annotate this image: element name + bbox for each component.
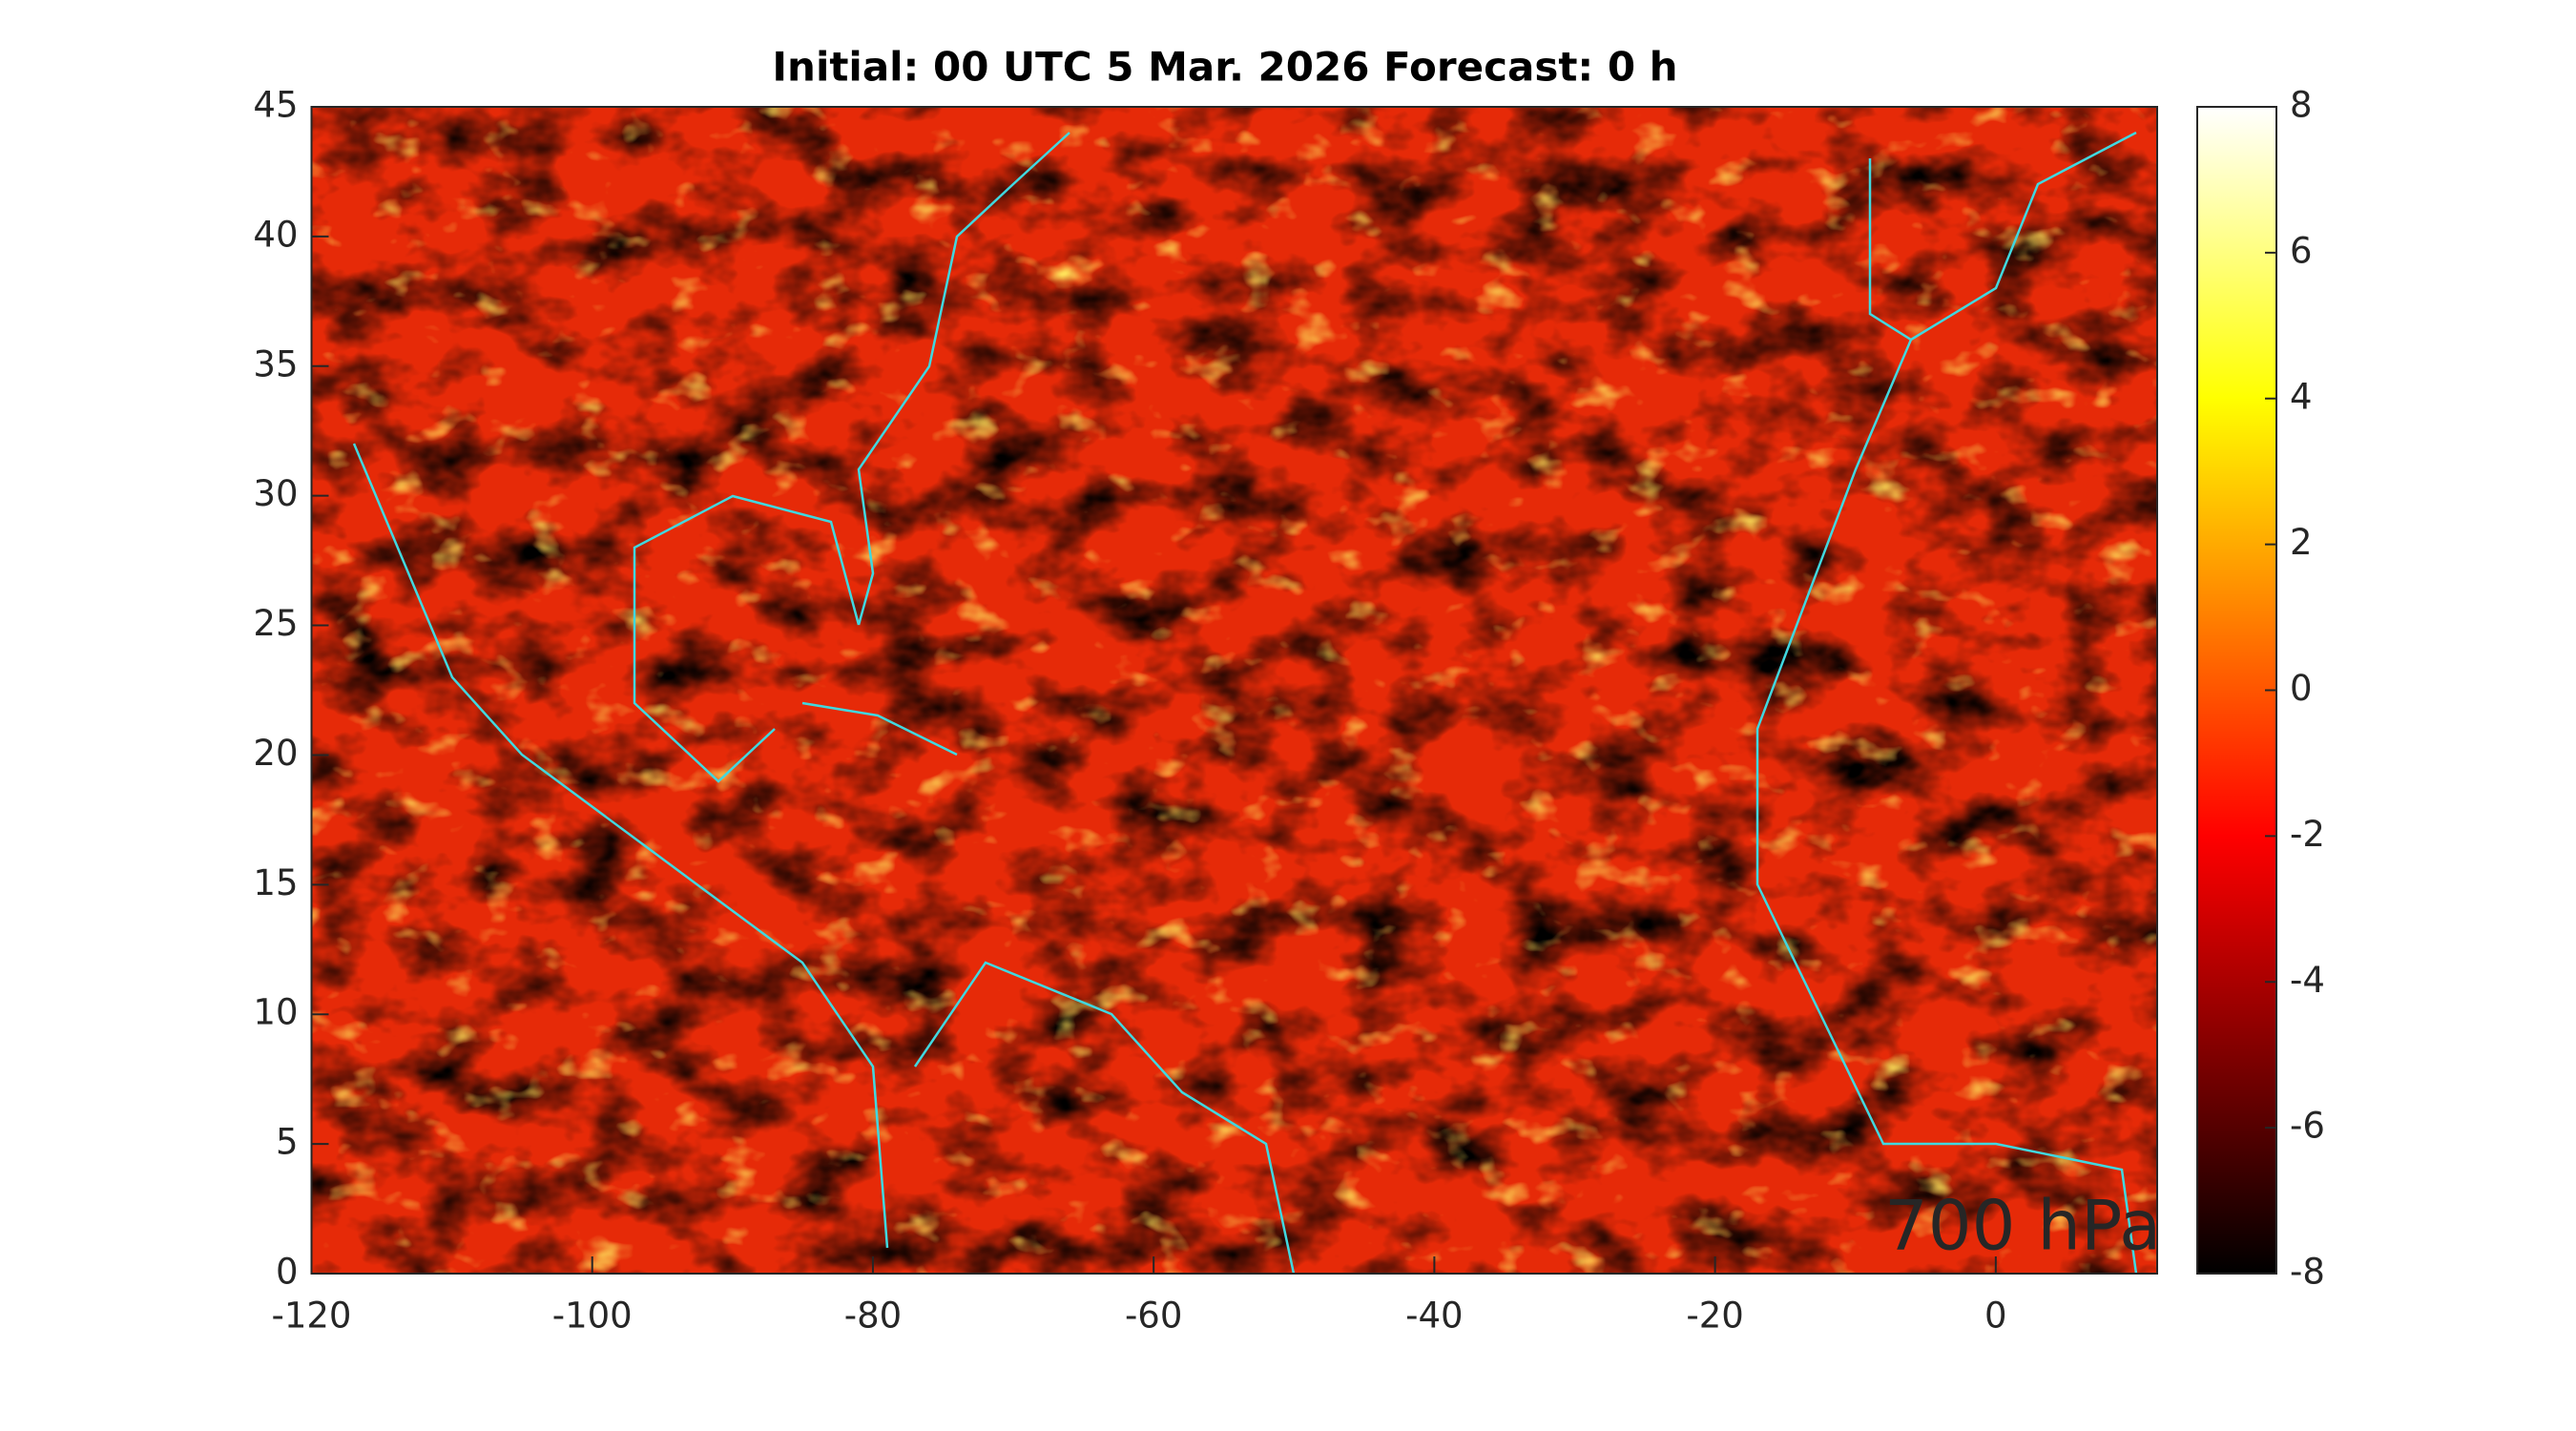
y-tick-label: 10: [253, 992, 298, 1033]
colorbar-tick-label: -6: [2290, 1106, 2325, 1147]
coastline: [913, 961, 1296, 1274]
colorbar-tick-label: 0: [2290, 668, 2313, 709]
coastlines: [352, 131, 2138, 1274]
coastline: [801, 701, 958, 757]
x-tick-label: 0: [1984, 1296, 2007, 1337]
coastline: [352, 443, 889, 1249]
colorbar-tick-label: -8: [2290, 1252, 2325, 1293]
y-tick-label: 5: [276, 1122, 299, 1163]
field-bright: [311, 107, 2157, 1274]
x-tick-label: -80: [844, 1296, 902, 1337]
colorbar-tick-label: 8: [2290, 85, 2313, 126]
x-tick-label: -20: [1686, 1296, 1743, 1337]
colorbar-tick-label: 2: [2290, 522, 2313, 563]
x-axis: -120 -100 -80 -60 -40 -20 0: [272, 1256, 2007, 1337]
colorbar-tick-label: -2: [2290, 814, 2325, 855]
x-tick-label: -120: [272, 1296, 352, 1337]
plot-frame: [310, 106, 2158, 1275]
coastline: [1755, 339, 2138, 1274]
field: [311, 107, 2157, 1274]
colorbar-tick-label: 4: [2290, 376, 2313, 417]
coastline: [857, 132, 1070, 626]
y-tick-label: 30: [253, 473, 298, 514]
y-tick-label: 35: [253, 343, 298, 384]
y-axis: 0 5 10 15 20 25 30 35 40 45: [253, 85, 329, 1293]
y-tick-label: 25: [253, 603, 298, 644]
level-label: 700 hPa: [1884, 1186, 2161, 1266]
coastline: [1868, 131, 2137, 342]
colorbar: [2196, 106, 2277, 1275]
y-tick-label: 15: [253, 862, 298, 903]
colorbar-tick-label: -4: [2290, 960, 2325, 1001]
colorbar-axis: -8 -6 -4 -2 0 2 4 6 8: [2265, 85, 2325, 1293]
chart-title: Initial: 00 UTC 5 Mar. 2026 Forecast: 0 …: [772, 44, 1677, 91]
x-tick-label: -100: [552, 1296, 633, 1337]
x-tick-label: -60: [1125, 1296, 1182, 1337]
colorbar-tick-label: 6: [2290, 230, 2313, 271]
y-tick-label: 0: [276, 1252, 299, 1293]
coastline: [633, 494, 861, 783]
y-tick-label: 20: [253, 733, 298, 774]
y-tick-label: 45: [253, 85, 298, 126]
y-tick-label: 40: [253, 214, 298, 255]
x-tick-label: -40: [1405, 1296, 1463, 1337]
